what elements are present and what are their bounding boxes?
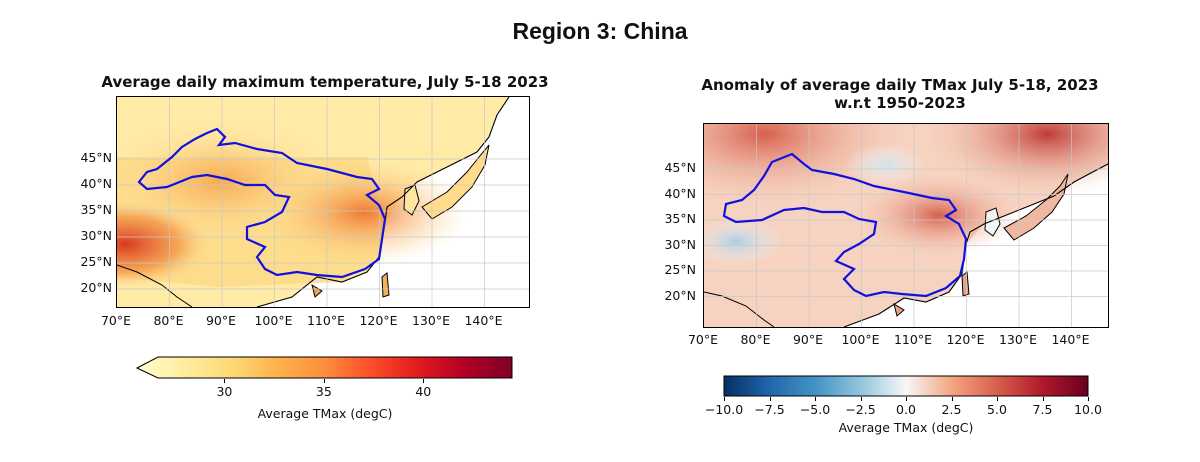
left-lon-tick: 90°E: [205, 313, 237, 328]
right-panel-title-line1: Anomaly of average daily TMax July 5-18,…: [701, 76, 1099, 94]
right-colorbar-tick: 2.5: [941, 402, 962, 417]
right-lon-tick: 110°E: [893, 332, 932, 347]
right-lon-tick: 70°E: [687, 332, 719, 347]
right-colorbar-tick: −7.5: [754, 402, 785, 417]
figure-title: Region 3: China: [512, 18, 688, 44]
left-lat-tick: 25°N: [80, 254, 112, 269]
right-colorbar-tick-mark: [724, 397, 725, 401]
right-colorbar-tick-mark: [769, 397, 771, 401]
right-lat-tick: 25°N: [664, 262, 696, 277]
right-colorbar-tick: 10.0: [1074, 402, 1102, 417]
right-colorbar-tick-mark: [951, 397, 953, 401]
left-lat-tick: 20°N: [80, 280, 112, 295]
right-colorbar-tick: 5.0: [987, 402, 1007, 417]
right-colorbar-tick-mark: [1088, 397, 1089, 401]
right-lat-tick: 40°N: [664, 185, 696, 201]
right-colorbar-tick: 0.0: [896, 402, 916, 417]
right-colorbar-tick-mark: [815, 397, 816, 401]
left-colorbar: [136, 356, 513, 379]
right-map-canvas: [704, 124, 1108, 327]
right-colorbar-tick: −10.0: [704, 402, 744, 417]
left-colorbar-tick-mark: [224, 379, 226, 383]
right-lat-tick: 30°N: [664, 236, 696, 252]
right-colorbar-tick-mark: [997, 397, 998, 401]
left-colorbar-tick-mark: [323, 379, 325, 383]
right-lon-tick: 140°E: [1051, 332, 1090, 347]
left-lat-tick: 30°N: [80, 228, 112, 243]
right-colorbar-tick-mark: [906, 397, 907, 401]
left-map-canvas: [117, 97, 529, 307]
left-lon-tick: 110°E: [306, 313, 345, 328]
left-lon-tick: 120°E: [359, 313, 398, 328]
right-lon-tick: 90°E: [792, 332, 824, 347]
right-lat-tick: 45°N: [664, 160, 696, 175]
right-china-outline: [722, 152, 968, 298]
right-colorbar-tick-mark: [1042, 397, 1044, 401]
right-lon-tick: 130°E: [998, 332, 1037, 347]
left-panel-title: Average daily maximum temperature, July …: [101, 73, 549, 91]
right-panel-title-line2: w.r.t 1950-2023: [834, 94, 966, 112]
right-lon-tick: 100°E: [841, 332, 880, 347]
left-lat-tick: 40°N: [80, 176, 112, 191]
right-map: [703, 123, 1109, 328]
left-lon-tick: 130°E: [411, 313, 450, 328]
left-lon-tick: 140°E: [464, 313, 503, 328]
left-colorbar-tick: 40: [415, 384, 432, 399]
left-colorbar-label: Average TMax (degC): [257, 406, 393, 421]
left-colorbar-tick: 30: [216, 384, 233, 399]
right-colorbar: [723, 375, 1089, 397]
right-lon-tick: 80°E: [740, 332, 771, 347]
left-map: [116, 96, 530, 308]
right-colorbar-tick: 7.5: [1032, 402, 1053, 417]
right-lat-tick: 35°N: [664, 211, 696, 226]
left-china-outline: [137, 127, 387, 279]
left-colorbar-tick: 35: [315, 384, 332, 399]
left-lon-tick: 80°E: [153, 313, 184, 328]
left-lat-tick: 35°N: [80, 202, 112, 217]
right-colorbar-tick: −2.5: [845, 402, 876, 417]
right-lon-tick: 120°E: [946, 332, 985, 347]
right-colorbar-tick-mark: [860, 397, 862, 401]
left-lon-tick: 100°E: [254, 313, 293, 328]
right-colorbar-label: Average TMax (degC): [838, 420, 974, 435]
left-lat-tick: 45°N: [80, 150, 112, 165]
right-colorbar-tick: −5.0: [799, 402, 831, 417]
right-lat-tick: 20°N: [664, 287, 696, 303]
left-lon-tick: 70°E: [100, 313, 132, 328]
left-colorbar-tick-mark: [423, 379, 425, 383]
